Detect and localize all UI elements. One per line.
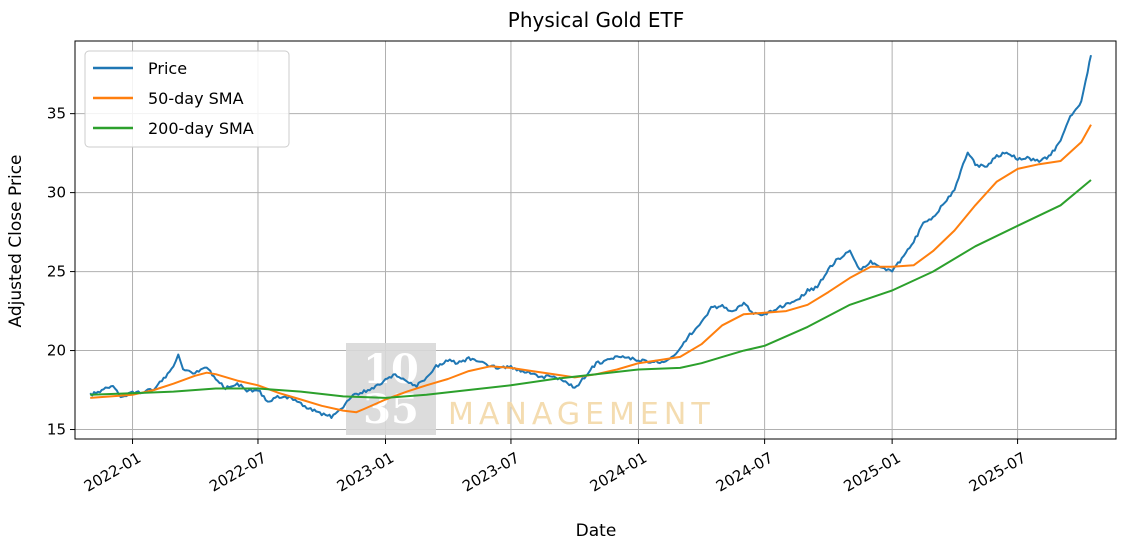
x-tick-label: 2022-07 <box>206 449 269 496</box>
series-layer <box>89 54 1092 419</box>
legend-label: Price <box>148 59 187 78</box>
watermark-text: MANAGEMENT <box>448 397 715 432</box>
x-axis: 2022-01 2022-07 2023-01 2023-07 2024-01 2024-… <box>81 439 1029 496</box>
x-tick-label: 2024-01 <box>587 449 650 496</box>
series-line-200-day-sma <box>90 179 1092 399</box>
x-tick-label: 2025-01 <box>840 449 903 496</box>
y-axis-label: Adjusted Close Price <box>6 155 26 328</box>
legend: Price 50-day SMA 200-day SMA <box>84 50 290 148</box>
legend-label: 200-day SMA <box>148 119 254 138</box>
y-tick-label: 35 <box>47 105 66 123</box>
x-tick-label: 2023-07 <box>459 449 522 496</box>
y-axis: 15 20 25 30 35 <box>47 105 75 439</box>
y-tick-label: 15 <box>47 421 66 439</box>
x-tick-label: 2024-07 <box>713 449 776 496</box>
y-tick-label: 30 <box>47 184 66 202</box>
legend-label: 50-day SMA <box>148 89 244 108</box>
x-tick-label: 2025-07 <box>966 449 1029 496</box>
chart-title: Physical Gold ETF <box>508 8 684 32</box>
x-axis-label: Date <box>576 521 617 541</box>
watermark: 10 35 MANAGEMENT <box>346 343 715 435</box>
x-tick-label: 2023-01 <box>334 449 397 496</box>
legend-frame <box>84 50 290 148</box>
y-tick-label: 20 <box>47 342 66 360</box>
x-tick-label: 2022-01 <box>81 449 144 496</box>
series-line-price <box>89 54 1092 419</box>
watermark-logo-box <box>346 343 436 435</box>
y-tick-label: 25 <box>47 263 66 281</box>
plot-area-frame <box>74 40 1117 440</box>
watermark-logo-mark: 10 35 <box>363 346 419 433</box>
